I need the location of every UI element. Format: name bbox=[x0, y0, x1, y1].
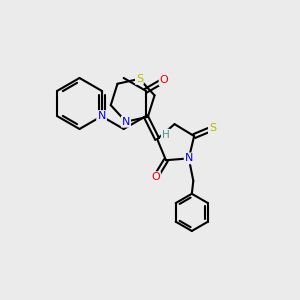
Text: H: H bbox=[162, 130, 170, 140]
Text: S: S bbox=[136, 74, 143, 84]
Text: O: O bbox=[160, 75, 168, 85]
Text: S: S bbox=[209, 124, 216, 134]
Text: N: N bbox=[122, 117, 130, 127]
Text: N: N bbox=[98, 111, 106, 121]
Text: N: N bbox=[184, 153, 193, 164]
Text: N: N bbox=[98, 111, 106, 121]
Text: O: O bbox=[151, 172, 160, 182]
